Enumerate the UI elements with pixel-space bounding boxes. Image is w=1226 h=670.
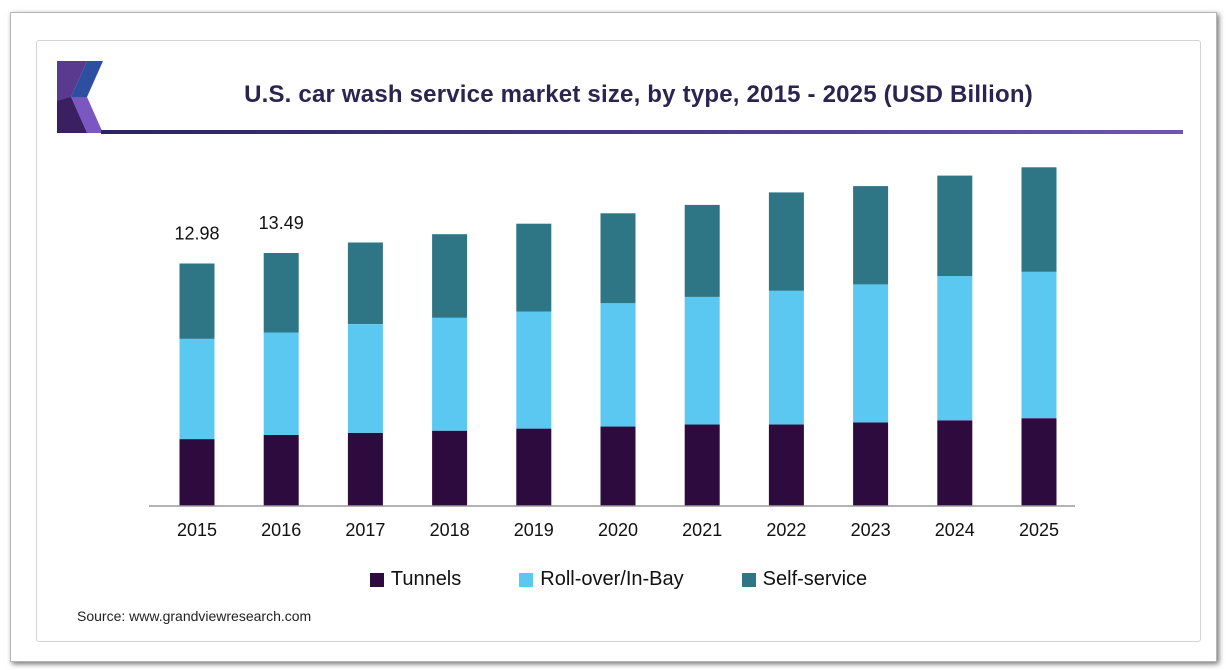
legend-swatch-rollover — [519, 572, 534, 587]
chart-legend: Tunnels Roll-over/In-Bay Self-service — [37, 568, 1200, 591]
x-tick-label-2020: 2020 — [598, 520, 638, 540]
data-labels-layer: 12.98 13.49 — [174, 213, 303, 244]
bar-tunnels-2021 — [684, 424, 720, 506]
bar-self-service-2022 — [768, 192, 804, 291]
x-tick-label-2017: 2017 — [345, 520, 385, 540]
legend-label-tunnels: Tunnels — [390, 568, 462, 590]
chart-card: U.S. car wash service market size, by ty… — [36, 40, 1201, 642]
bar-tunnels-2019 — [516, 428, 552, 506]
bar-roll-over-in-bay-2017 — [347, 324, 383, 433]
bar-roll-over-in-bay-2025 — [1021, 271, 1057, 419]
bar-self-service-2017 — [347, 242, 383, 324]
bar-roll-over-in-bay-2022 — [768, 290, 804, 425]
x-tick-label-2024: 2024 — [935, 520, 975, 540]
bar-self-service-2019 — [516, 223, 552, 312]
bar-tunnels-2024 — [937, 420, 973, 506]
bar-tunnels-2020 — [600, 426, 636, 506]
x-tick-label-2019: 2019 — [514, 520, 554, 540]
bars-layer — [179, 167, 1057, 506]
bar-tunnels-2023 — [853, 422, 889, 506]
legend-label-rollover: Roll-over/In-Bay — [540, 568, 684, 590]
bar-roll-over-in-bay-2018 — [432, 317, 468, 431]
bar-tunnels-2017 — [347, 432, 383, 506]
bar-tunnels-2022 — [768, 424, 804, 506]
data-label-2015: 12.98 — [174, 224, 219, 244]
bar-roll-over-in-bay-2024 — [937, 276, 973, 421]
source-note: Source: www.grandviewresearch.com — [77, 608, 312, 624]
bar-self-service-2024 — [937, 175, 973, 276]
bar-self-service-2020 — [600, 213, 636, 304]
legend-swatch-tunnels — [369, 572, 384, 587]
chart-frame: U.S. car wash service market size, by ty… — [10, 12, 1217, 662]
bar-self-service-2016 — [263, 253, 299, 333]
x-tick-label-2016: 2016 — [261, 520, 301, 540]
bar-roll-over-in-bay-2021 — [684, 296, 720, 425]
x-tick-label-2023: 2023 — [851, 520, 891, 540]
legend-item-rollover: Roll-over/In-Bay — [519, 568, 684, 591]
bar-tunnels-2025 — [1021, 418, 1057, 506]
chart-title: U.S. car wash service market size, by ty… — [244, 81, 1033, 108]
legend-label-self-service: Self-service — [762, 568, 868, 590]
bar-chart: 2015 2016 2017 2018 2019 2020 2021 2022 2023 2024… — [149, 167, 1075, 540]
x-tick-label-2025: 2025 — [1019, 520, 1059, 540]
title-divider — [101, 130, 1183, 134]
legend-swatch-self-service — [741, 572, 756, 587]
bar-roll-over-in-bay-2016 — [263, 332, 299, 435]
legend-item-tunnels: Tunnels — [369, 568, 462, 591]
brand-logo-icon — [57, 61, 103, 133]
tick-labels-layer: 2015 2016 2017 2018 2019 2020 2021 2022 2023 2024… — [177, 520, 1059, 540]
bar-self-service-2023 — [853, 186, 889, 285]
legend-item-self-service: Self-service — [741, 568, 868, 591]
bar-roll-over-in-bay-2015 — [179, 338, 215, 440]
x-tick-label-2022: 2022 — [766, 520, 806, 540]
bar-self-service-2015 — [179, 263, 215, 339]
bar-self-service-2018 — [432, 234, 468, 318]
x-tick-label-2018: 2018 — [430, 520, 470, 540]
bar-roll-over-in-bay-2020 — [600, 303, 636, 427]
x-tick-label-2015: 2015 — [177, 520, 217, 540]
bar-tunnels-2016 — [263, 434, 299, 506]
x-tick-label-2021: 2021 — [682, 520, 722, 540]
bar-self-service-2025 — [1021, 167, 1057, 272]
bar-tunnels-2015 — [179, 439, 215, 506]
data-label-2016: 13.49 — [259, 213, 304, 233]
bar-roll-over-in-bay-2023 — [853, 284, 889, 423]
bar-self-service-2021 — [684, 204, 720, 297]
bar-tunnels-2018 — [432, 430, 468, 506]
bar-roll-over-in-bay-2019 — [516, 311, 552, 429]
